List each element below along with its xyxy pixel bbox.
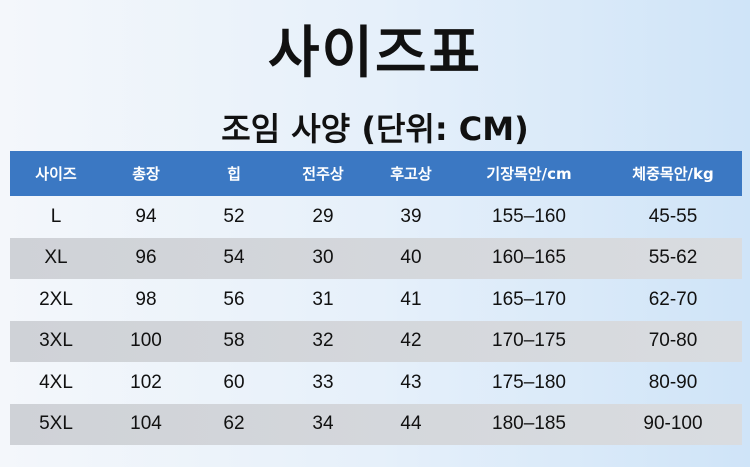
table-cell: 3XL [39,330,73,352]
table-cell: 62 [223,413,245,435]
table-cell: 30 [312,247,334,269]
table-cell: 160–165 [492,247,566,269]
table-cell: 94 [135,205,157,227]
table-row: L 94 52 29 39 155–160 45-55 [10,196,742,238]
table-row: XL 96 54 30 40 160–165 55-62 [10,237,742,279]
column-header: 전주상 [302,165,344,183]
table-cell: 104 [130,413,162,435]
table-cell: 54 [223,247,245,269]
table-cell: 58 [223,330,245,352]
column-header: 후고상 [390,165,432,183]
table-cell: 90-100 [643,413,703,435]
column-header: 힙 [227,165,241,183]
table-cell: 55-62 [648,247,698,269]
table-cell: 29 [312,205,334,227]
table-cell: 96 [135,247,157,269]
column-header: 사이즈 [35,165,77,183]
table-cell: 102 [130,371,162,393]
table-cell: 170–175 [492,330,566,352]
table-cell: 40 [400,247,422,269]
table-cell: 32 [312,330,334,352]
table-cell: 100 [130,330,162,352]
table-cell: 41 [400,288,422,310]
table-cell: XL [44,247,68,269]
table-cell: 4XL [39,371,73,393]
table-cell: 165–170 [492,288,566,310]
column-header: 기장목안/cm [486,165,572,183]
table-cell: 45-55 [648,205,698,227]
table-cell: 80-90 [648,371,698,393]
column-header: 체중목안/kg [632,165,714,183]
table-cell: L [50,205,62,227]
table-row: 2XL 98 56 31 41 165–170 62-70 [10,279,742,321]
table-cell: 31 [312,288,334,310]
table-cell: 34 [312,413,334,435]
table-row: 4XL 102 60 33 43 175–180 80-90 [10,362,742,404]
table-cell: 5XL [39,413,73,435]
size-table: 사이즈 총장 힙 전주상 후고상 기장목안/cm 체중목안/kg L 94 52 29 39 155–… [10,151,742,445]
table-cell: 44 [400,413,422,435]
page-title: 사이즈표 [267,21,483,86]
table-cell: 42 [400,330,422,352]
table-cell: 180–185 [492,413,566,435]
table-cell: 2XL [39,288,73,310]
table-cell: 52 [223,205,245,227]
table-cell: 43 [400,371,422,393]
table-cell: 39 [400,205,422,227]
column-header: 총장 [132,165,160,183]
table-cell: 70-80 [648,330,698,352]
table-cell: 62-70 [648,288,698,310]
table-row: 3XL 100 58 32 42 170–175 70-80 [10,320,742,362]
table-header: 사이즈 총장 힙 전주상 후고상 기장목안/cm 체중목안/kg [10,151,742,196]
table-cell: 56 [223,288,245,310]
table-cell: 33 [312,371,334,393]
page-subtitle: 조임 사양 (단위: CM) [221,110,529,148]
table-cell: 98 [135,288,157,310]
table-cell: 60 [223,371,245,393]
table-row: 5XL 104 62 34 44 180–185 90-100 [10,403,742,445]
table-cell: 155–160 [492,205,566,227]
table-cell: 175–180 [492,371,566,393]
